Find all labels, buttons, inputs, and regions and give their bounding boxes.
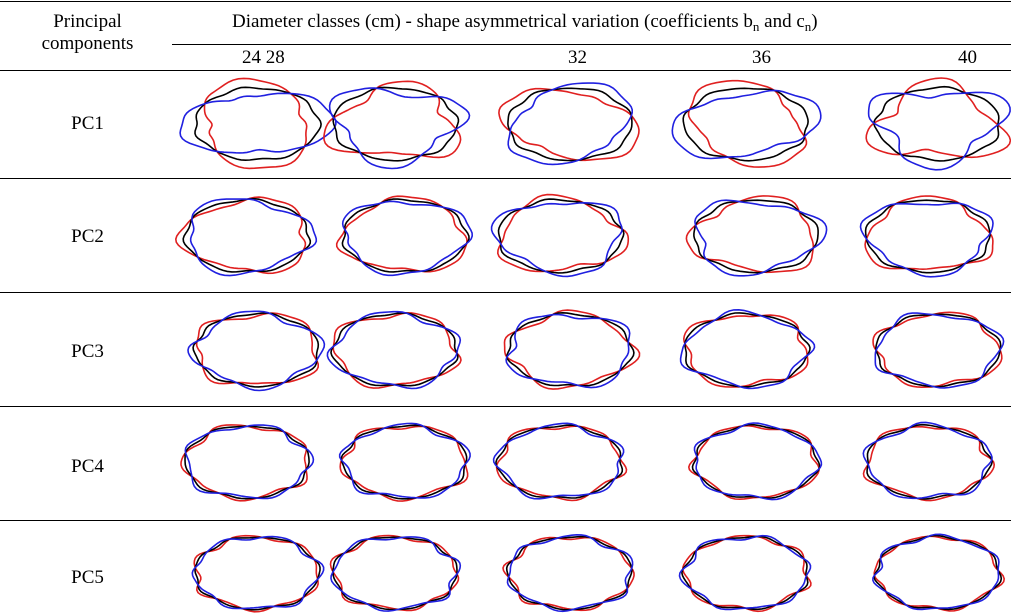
outline-black-pc1-col2 — [332, 86, 460, 162]
diameter-label-32: 32 — [568, 47, 587, 68]
outline-black-pc3-col3 — [506, 311, 635, 387]
outline-red-pc1-col2 — [323, 80, 462, 159]
outline-red-pc2-col3 — [496, 193, 630, 273]
row-header-line2: components — [41, 33, 134, 54]
outline-blue-pc4-col1 — [184, 424, 315, 500]
title-underline — [172, 44, 1011, 45]
diameter-label-36: 36 — [752, 47, 771, 68]
outline-blue-pc5-col3 — [506, 533, 634, 613]
row-header-line1: Principal — [53, 11, 122, 32]
outline-red-pc1-col4 — [687, 79, 808, 168]
row-separator-4 — [0, 520, 1011, 521]
outline-red-pc5-col1 — [193, 534, 319, 613]
outline-black-pc4-col5 — [866, 423, 993, 500]
outline-blue-pc3-col2 — [326, 310, 462, 390]
title-sub1: n — [752, 19, 760, 34]
outline-blue-pc4-col4 — [693, 422, 823, 501]
outline-blue-pc1-col5 — [867, 91, 1011, 171]
outline-black-pc1-col4 — [682, 87, 809, 162]
outline-black-pc2-col3 — [497, 198, 625, 274]
outline-red-pc4-col2 — [339, 425, 469, 502]
row-separator-1 — [0, 178, 1011, 179]
outline-black-pc3-col1 — [192, 312, 320, 388]
outline-red-pc1-col1 — [203, 77, 308, 170]
outline-black-pc4-col3 — [495, 424, 624, 499]
header-bottom-rule — [0, 70, 1011, 71]
outline-blue-pc3-col4 — [679, 308, 816, 390]
outline-black-pc3-col2 — [330, 312, 459, 387]
diameter-label-40: 40 — [958, 47, 977, 68]
outline-blue-pc1-col4 — [671, 89, 822, 160]
outline-black-pc1-col1 — [194, 86, 322, 162]
outline-red-pc2-col4 — [685, 195, 815, 274]
row-separator-3 — [0, 406, 1011, 407]
row-label-pc1: PC1 — [71, 113, 104, 134]
outline-blue-pc2-col3 — [490, 201, 623, 278]
outline-blue-pc4-col3 — [492, 422, 625, 500]
outline-black-pc2-col2 — [341, 198, 470, 273]
outline-black-pc1-col5 — [873, 85, 1000, 162]
title-end: ) — [811, 11, 818, 32]
diameter-label-24-28: 24 28 — [242, 47, 285, 68]
outline-red-pc5-col4 — [682, 534, 812, 613]
title-mid: and c — [759, 11, 805, 32]
outline-black-pc2-col5 — [864, 199, 991, 274]
outline-blue-pc2-col1 — [189, 198, 318, 277]
outline-red-pc2-col1 — [174, 196, 307, 275]
top-rule — [0, 1, 1011, 2]
outline-blue-pc3-col5 — [874, 312, 1005, 389]
outline-black-pc4-col4 — [691, 423, 821, 499]
outline-blue-pc5-col4 — [678, 534, 812, 611]
outline-red-pc1-col3 — [498, 87, 640, 162]
row-label-pc4: PC4 — [71, 456, 104, 477]
outline-blue-pc3-col3 — [505, 313, 631, 389]
outline-blue-pc1-col2 — [328, 87, 471, 170]
outline-black-pc2-col1 — [182, 197, 312, 273]
row-label-pc5: PC5 — [71, 567, 104, 588]
title-main: Diameter classes (cm) - shape asymmetric… — [232, 11, 753, 32]
outline-red-pc4-col3 — [495, 425, 628, 502]
outline-blue-pc2-col5 — [859, 202, 994, 278]
outline-red-pc2-col2 — [335, 195, 468, 273]
outline-red-pc3-col4 — [682, 314, 809, 388]
outline-blue-pc5-col5 — [872, 533, 1000, 611]
outline-black-pc5-col3 — [505, 535, 633, 611]
outline-blue-pc1-col3 — [507, 82, 633, 166]
outline-blue-pc3-col1 — [187, 310, 326, 392]
outline-black-pc5-col4 — [681, 535, 809, 611]
outline-blue-pc5-col2 — [330, 536, 462, 612]
outline-blue-pc4-col2 — [338, 422, 471, 499]
outline-blue-pc4-col5 — [862, 421, 993, 500]
outline-red-pc3-col2 — [332, 312, 462, 389]
outline-black-pc5-col1 — [194, 536, 321, 611]
outline-black-pc1-col3 — [507, 87, 633, 162]
outline-blue-pc2-col4 — [694, 199, 828, 277]
row-label-pc2: PC2 — [71, 226, 104, 247]
outline-black-pc2-col4 — [693, 199, 819, 274]
outline-red-pc2-col5 — [864, 195, 994, 271]
outline-red-pc5-col3 — [502, 536, 635, 612]
outline-black-pc3-col4 — [684, 312, 811, 388]
outline-blue-pc2-col2 — [341, 200, 474, 277]
outline-red-pc4-col5 — [862, 425, 996, 502]
outline-black-pc5-col2 — [332, 536, 458, 611]
row-label-pc3: PC3 — [71, 341, 104, 362]
title-sub2: n — [804, 19, 812, 34]
outline-blue-pc1-col1 — [179, 92, 337, 154]
outline-black-pc4-col2 — [340, 424, 468, 500]
outline-red-pc3-col3 — [503, 309, 641, 390]
column-title: Diameter classes (cm) - shape asymmetric… — [232, 11, 818, 33]
row-separator-2 — [0, 292, 1011, 293]
outline-blue-pc5-col1 — [191, 535, 325, 610]
